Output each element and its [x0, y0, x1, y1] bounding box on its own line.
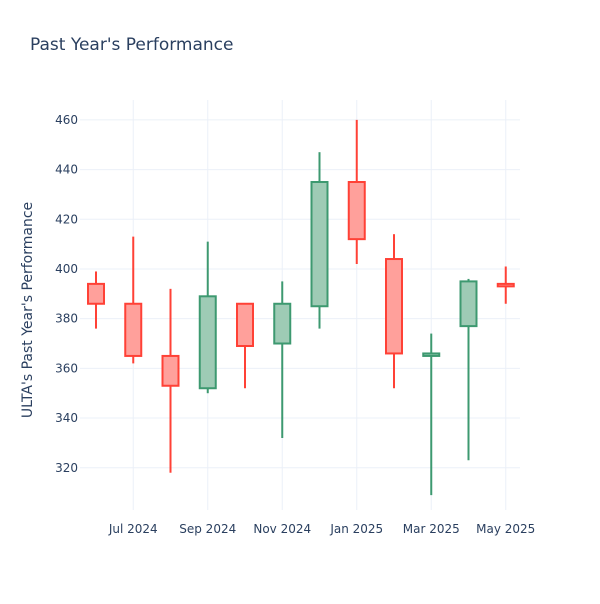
candle-body: [459, 280, 478, 328]
y-tick-label: 320: [55, 461, 78, 475]
candle-body: [273, 302, 292, 345]
candle-body: [347, 181, 366, 241]
y-tick-label: 360: [55, 361, 78, 375]
candle-body: [124, 302, 143, 357]
candle-body: [87, 282, 105, 305]
candle: [496, 266, 515, 304]
candle-body: [161, 354, 180, 387]
y-tick-label: 420: [55, 212, 78, 226]
candle: [236, 302, 254, 389]
candle: [347, 119, 366, 264]
y-tick-label: 400: [55, 262, 78, 276]
candle-body: [236, 302, 254, 347]
x-tick-label: May 2025: [476, 522, 535, 536]
candle-body: [198, 295, 217, 390]
y-axis-ticks: 320 340 360 380 400 420 440 460: [55, 113, 78, 475]
x-tick-label: Jan 2025: [329, 522, 383, 536]
y-tick-label: 380: [55, 312, 78, 326]
candle: [161, 288, 180, 473]
candle-body: [496, 282, 515, 288]
y-axis-title: ULTA's Past Year's Performance: [20, 202, 36, 418]
candle-body: [422, 352, 441, 357]
candle: [87, 271, 105, 329]
x-tick-label: Sep 2024: [179, 522, 236, 536]
candle-body: [385, 258, 403, 355]
y-tick-label: 340: [55, 411, 78, 425]
candle: [198, 241, 217, 394]
candle: [385, 234, 403, 389]
candle: [459, 278, 478, 461]
y-tick-label: 440: [55, 163, 78, 177]
y-tick-label: 460: [55, 113, 78, 127]
x-axis-ticks: Jul 2024 Sep 2024 Nov 2024 Jan 2025 Mar 2025…: [108, 522, 536, 536]
candle: [422, 333, 441, 496]
chart-title: Past Year's Performance: [30, 35, 234, 55]
x-tick-label: Mar 2025: [403, 522, 460, 536]
candle: [124, 236, 143, 364]
candle: [273, 281, 292, 438]
candle-body: [310, 181, 329, 308]
candle: [310, 152, 329, 329]
candles: [87, 119, 515, 496]
x-tick-label: Nov 2024: [253, 522, 311, 536]
x-tick-label: Jul 2024: [108, 522, 158, 536]
